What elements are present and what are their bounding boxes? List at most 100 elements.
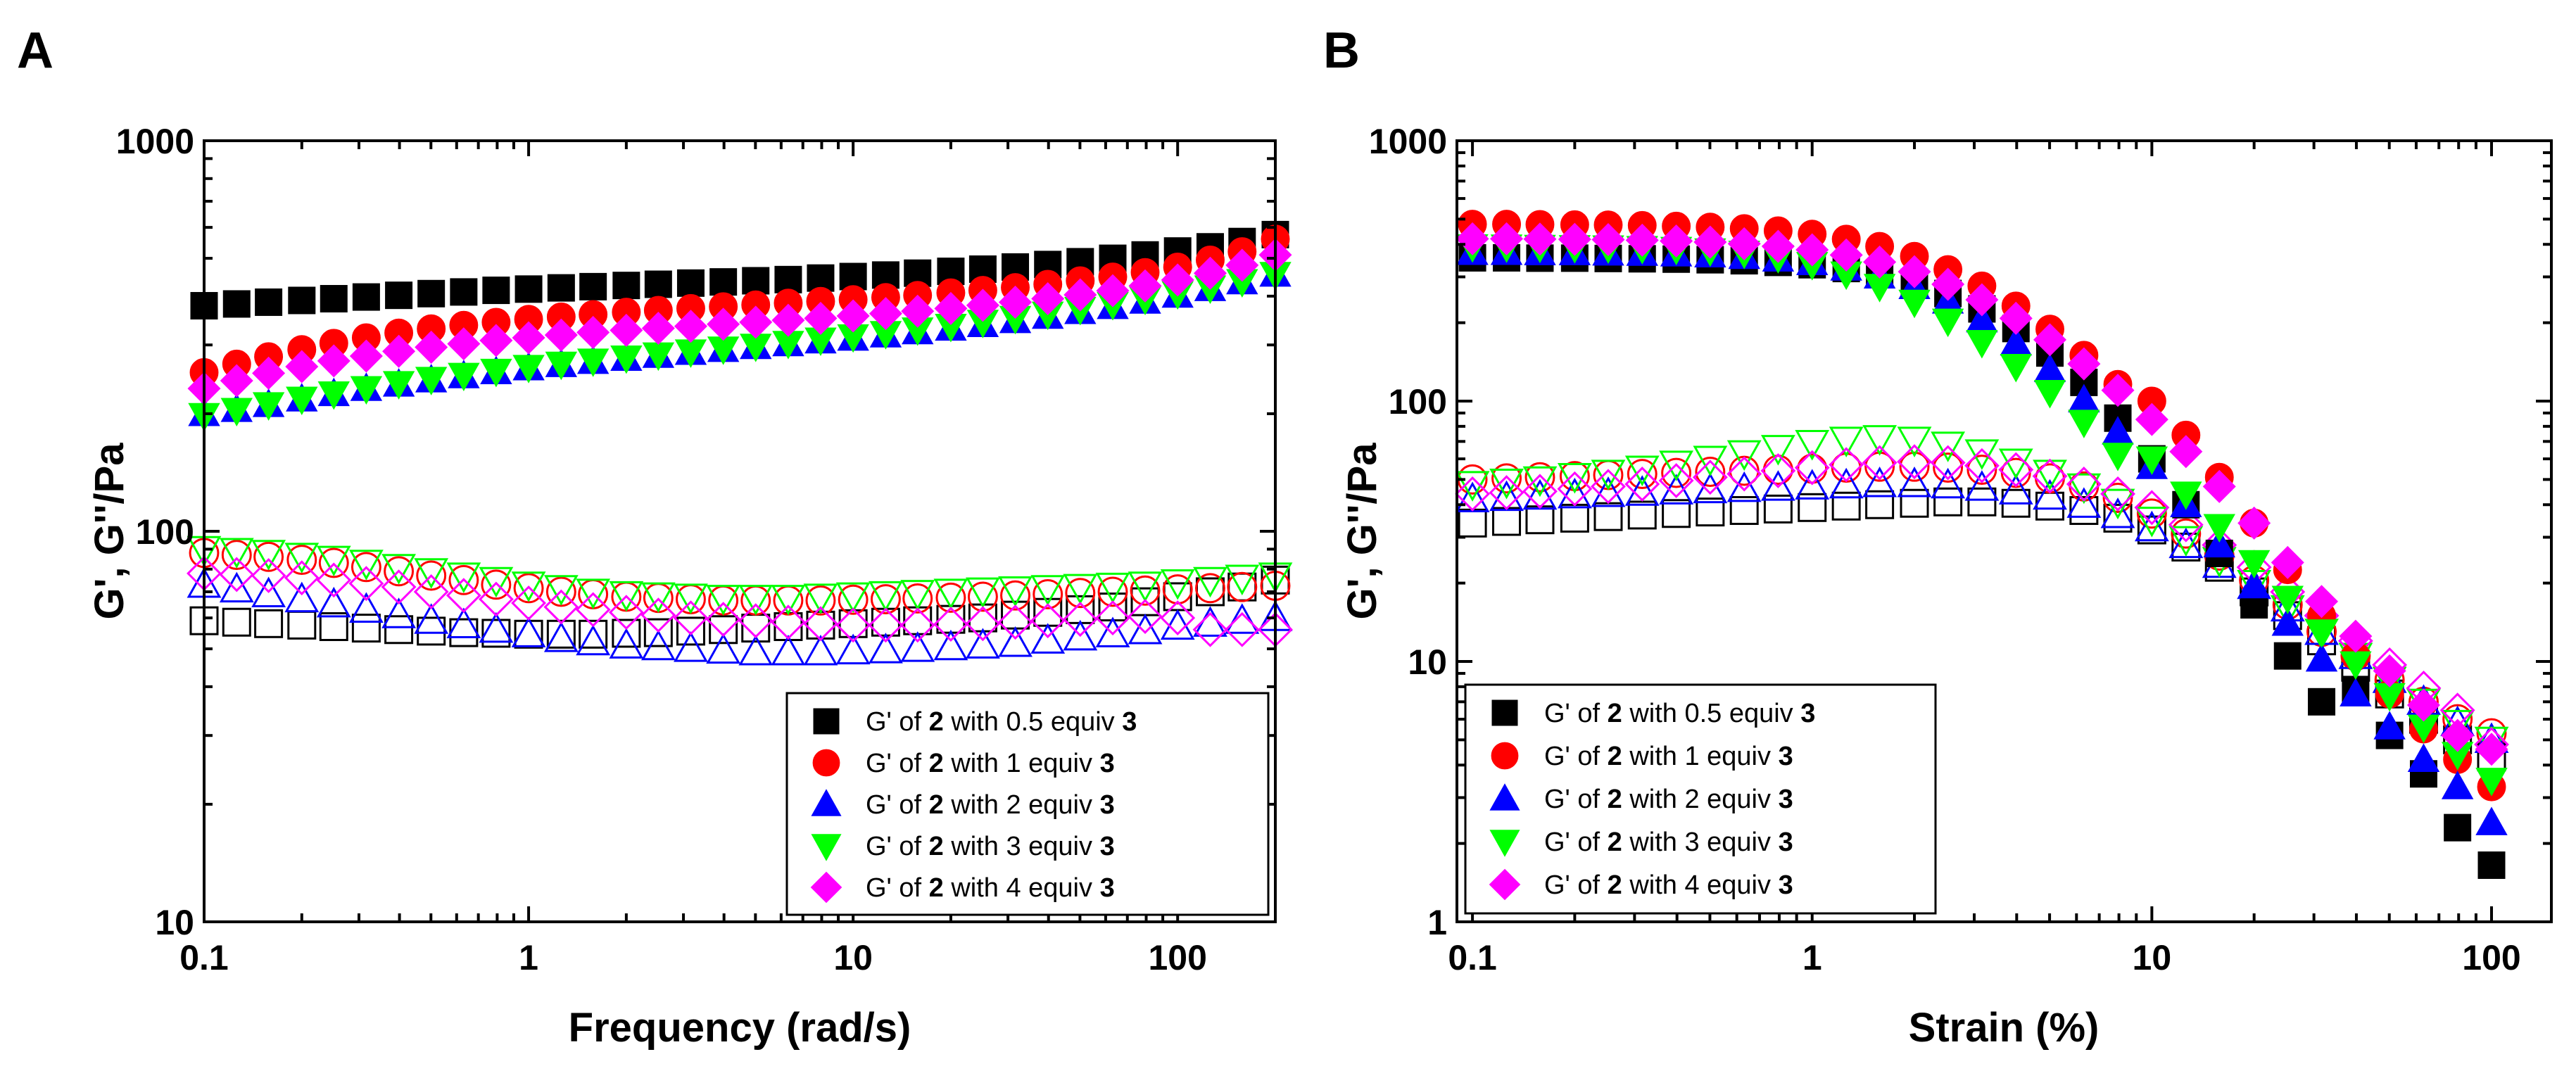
data-point-loss-4 [640,597,676,633]
data-point-loss-2 [1095,616,1130,647]
legend-label: G' of 2 with 0.5 equiv 3 [1544,699,1815,728]
data-point-storage-0_5 [709,268,738,296]
data-point-storage-4 [610,313,643,347]
data-point-loss-0_5 [1195,577,1225,607]
data-point-storage-4 [1128,269,1162,303]
data-point-loss-1 [1695,457,1726,487]
data-point-loss-4 [835,607,871,643]
data-point-loss-2 [771,635,806,666]
data-point-loss-0_5 [676,616,705,646]
data-point-loss-2 [674,631,708,662]
data-point-loss-4 [1591,469,1626,505]
data-point-loss-0_5 [2069,495,2099,525]
data-point-storage-0_5 [482,277,510,305]
data-point-loss-4 [2032,458,2068,494]
data-point-storage-0_5 [222,290,251,318]
data-point-loss-0_5 [1560,503,1589,533]
data-point-storage-3 [220,398,253,427]
data-point-storage-4 [1490,222,1524,255]
data-point-loss-1 [1899,451,1930,482]
legend-a: G' of 2 with 0.5 equiv 3 G' of 2 with 1 e… [785,692,1270,916]
data-point-storage-2 [2340,678,2372,706]
data-point-storage-0_5 [352,283,380,311]
data-point-loss-2 [284,581,320,613]
legend-label: G' of 2 with 2 equiv 3 [866,790,1115,820]
y-tick-label: 10 [155,903,194,942]
data-point-storage-0_5 [579,272,607,300]
data-point-loss-0_5 [546,619,576,649]
x-tick-label: 0.1 [179,938,229,977]
data-point-loss-3 [835,582,871,614]
data-point-loss-0_5 [1696,498,1725,527]
legend-box [785,692,1270,916]
data-point-storage-3 [2000,353,2032,383]
panel-label-a: A [17,23,53,79]
data-point-storage-3 [2271,585,2304,614]
legend-label: G' of 2 with 3 equiv 3 [1544,828,1793,857]
data-point-loss-4 [1930,445,1966,481]
data-point-loss-2 [609,628,644,659]
data-point-loss-3 [2134,507,2169,538]
data-point-storage-4 [771,303,805,337]
data-point-loss-4 [965,606,1001,642]
data-point-loss-1 [2136,498,2167,529]
data-point-loss-2 [543,621,579,652]
data-point-loss-1 [513,573,544,604]
data-point-loss-2 [1862,467,1898,498]
data-point-loss-1 [2171,518,2202,549]
data-point-loss-0_5 [449,618,479,647]
data-point-loss-3 [2440,709,2475,741]
data-point-loss-2 [1063,619,1098,651]
data-point-loss-2 [348,592,384,623]
legend-marker-1 [1491,742,1519,770]
data-point-storage-0_5 [547,274,575,302]
data-point-loss-4 [899,607,935,643]
data-point-loss-1 [1933,452,1964,483]
data-point-storage-0_5 [612,272,640,300]
legend-label: G' of 2 with 3 equiv 3 [866,832,1115,861]
data-point-storage-3 [1931,308,1964,338]
data-point-loss-4 [1829,447,1864,483]
data-point-loss-4 [1557,471,1593,507]
data-point-storage-3 [2237,550,2271,579]
data-point-loss-4 [933,607,968,642]
data-point-loss-3 [251,540,286,571]
data-point-loss-0_5 [1627,500,1657,530]
data-point-storage-4 [1063,278,1097,312]
data-point-loss-0_5 [1798,493,1827,522]
data-point-storage-4 [1761,229,1795,263]
data-point-loss-1 [1033,578,1063,609]
data-point-loss-4 [2168,507,2204,543]
data-point-loss-2 [1225,603,1260,634]
data-point-loss-4 [1726,456,1762,492]
data-point-storage-0_5 [514,275,543,303]
legend-label: G' of 2 with 0.5 equiv 3 [866,707,1137,737]
data-point-loss-4 [478,581,514,617]
y-tick-label: 1000 [1369,122,1447,161]
data-point-storage-3 [350,376,383,405]
data-point-loss-0_5 [1831,491,1861,521]
data-point-loss-3 [1897,426,1932,457]
data-point-loss-4 [348,566,384,602]
data-point-storage-2 [2305,642,2338,672]
data-point-storage-3 [252,392,285,421]
data-point-loss-1 [676,584,706,614]
legend-label: G' of 2 with 4 equiv 3 [1544,870,1793,900]
data-point-loss-1 [2102,483,2133,513]
data-point-loss-2 [1693,472,1728,504]
data-point-loss-1 [870,584,901,614]
data-point-loss-3 [1160,569,1195,600]
data-point-loss-0_5 [612,619,641,648]
data-point-storage-4 [2202,469,2236,503]
data-point-storage-0_5 [742,267,770,295]
data-point-loss-1 [318,547,349,578]
x-axis-title-b: Strain (%) [1909,1005,2100,1051]
data-point-loss-1 [1227,571,1258,602]
legend-marker-4 [810,871,842,904]
data-point-loss-2 [251,576,286,608]
data-point-loss-2 [738,635,774,666]
y-tick-label: 1000 [116,122,194,161]
data-point-loss-1 [384,556,415,587]
data-point-loss-3 [640,582,676,614]
data-point-storage-4 [2237,506,2271,540]
